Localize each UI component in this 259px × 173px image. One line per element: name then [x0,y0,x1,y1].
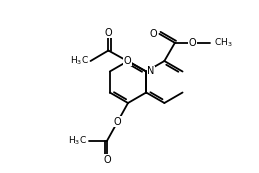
Text: O: O [105,28,112,38]
Text: O: O [103,155,111,165]
Text: O: O [189,38,197,48]
Text: O: O [150,29,157,39]
Text: O: O [114,117,121,127]
Text: H$_3$C: H$_3$C [68,135,87,147]
Text: H$_3$C: H$_3$C [70,55,89,67]
Text: O: O [124,56,131,66]
Text: N: N [147,66,155,76]
Text: CH$_3$: CH$_3$ [213,37,232,49]
